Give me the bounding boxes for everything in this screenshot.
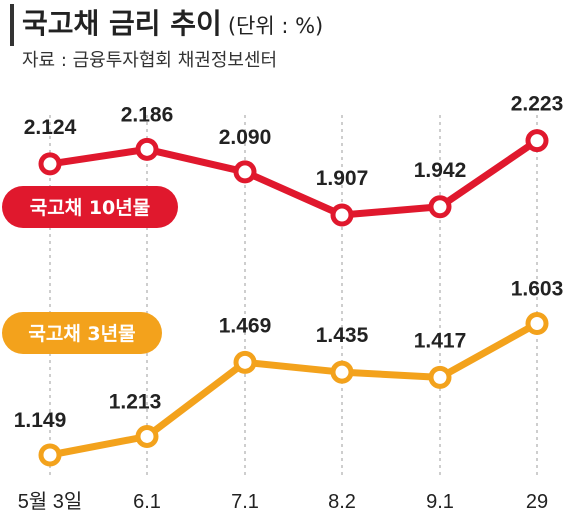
data-point — [525, 129, 549, 153]
data-point — [233, 350, 257, 374]
data-points — [38, 129, 549, 467]
data-label: 1.417 — [414, 329, 467, 352]
data-label: 1.942 — [414, 159, 467, 182]
data-point — [135, 424, 159, 448]
data-label: 2.124 — [24, 116, 77, 139]
unit-label: (단위 : %) — [227, 14, 324, 38]
data-label: 2.223 — [511, 93, 564, 116]
x-axis-labels: 5월 3일 6.1 7.1 8.2 9.1 29 — [18, 490, 548, 513]
data-label: 1.907 — [316, 167, 369, 190]
data-label: 1.213 — [109, 390, 162, 413]
data-point — [38, 152, 62, 176]
data-point — [525, 312, 549, 336]
legend-pill — [2, 312, 162, 354]
data-point — [38, 443, 62, 467]
grid-lines — [49, 115, 538, 478]
x-tick-label: 6.1 — [133, 491, 161, 513]
data-point — [428, 365, 452, 389]
data-point — [135, 137, 159, 161]
x-tick-label: 8.2 — [328, 491, 356, 513]
series-lines — [46, 137, 541, 459]
data-label: 1.603 — [511, 278, 564, 301]
data-labels: 2.124 2.186 2.090 1.907 1.942 2.223 1.149 1.213… — [14, 93, 564, 432]
x-tick-label: 9.1 — [426, 491, 454, 513]
data-point — [330, 360, 354, 384]
source-note: 자료 : 금융투자협회 채권정보센터 — [22, 50, 278, 71]
series-line — [46, 137, 541, 219]
legend-pill — [2, 186, 178, 228]
series-line — [46, 320, 541, 459]
data-label: 1.469 — [219, 314, 272, 337]
x-tick-label: 5월 3일 — [18, 490, 83, 513]
legend-label: 국고채 10년물 — [30, 197, 150, 219]
x-tick-label: 29 — [526, 491, 548, 513]
data-point — [330, 203, 354, 227]
data-point — [428, 195, 452, 219]
data-label: 2.090 — [219, 126, 272, 149]
title-accent-bar — [10, 4, 14, 46]
data-label: 2.186 — [121, 103, 174, 126]
legend-label: 국고채 3년물 — [28, 323, 135, 345]
data-label: 1.149 — [14, 409, 67, 432]
chart-title: 국고채 금리 추이 (단위 : %) — [22, 2, 323, 42]
chart-title-text: 국고채 금리 추이 — [22, 7, 222, 40]
data-label: 1.435 — [316, 324, 369, 347]
data-point — [233, 160, 257, 184]
x-tick-label: 7.1 — [231, 491, 259, 513]
